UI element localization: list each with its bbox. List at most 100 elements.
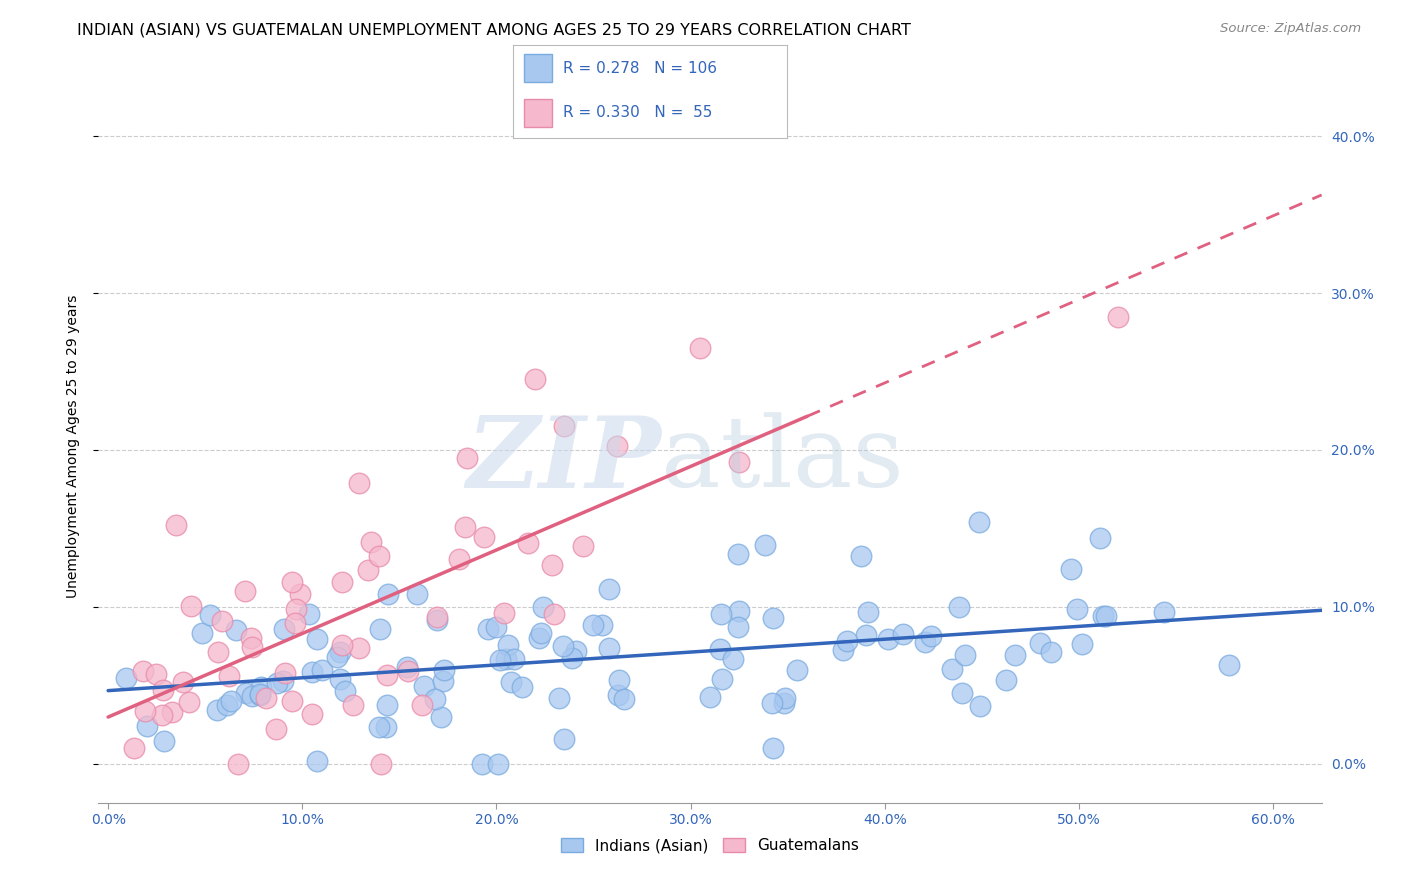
Point: [329, 672, 352, 686]
Point: [1091, 608, 1114, 623]
Text: INDIAN (ASIAN) VS GUATEMALAN UNEMPLOYMENT AMONG AGES 25 TO 29 YEARS CORRELATION : INDIAN (ASIAN) VS GUATEMALAN UNEMPLOYMEN…: [77, 22, 911, 37]
Point: [699, 690, 721, 705]
Point: [377, 587, 399, 601]
Point: [368, 720, 391, 734]
Point: [311, 663, 333, 677]
Point: [330, 574, 353, 589]
Point: [832, 643, 855, 657]
Point: [548, 690, 571, 705]
Point: [180, 599, 202, 614]
Point: [598, 640, 620, 655]
Point: [551, 639, 574, 653]
Point: [307, 632, 329, 647]
Point: [406, 587, 429, 601]
Point: [754, 538, 776, 552]
Point: [1153, 605, 1175, 619]
Point: [396, 660, 419, 674]
Point: [198, 608, 221, 623]
Point: [502, 651, 524, 665]
Point: [411, 698, 433, 713]
Point: [207, 644, 229, 658]
Point: [689, 341, 711, 355]
Point: [191, 626, 214, 640]
Point: [1004, 648, 1026, 662]
Point: [219, 694, 242, 708]
Bar: [524, 54, 551, 82]
Point: [710, 672, 733, 686]
Point: [172, 674, 194, 689]
Point: [498, 638, 520, 652]
Point: [342, 698, 364, 712]
Point: [233, 583, 256, 598]
Point: [426, 613, 449, 627]
Point: [591, 617, 613, 632]
Point: [240, 690, 263, 704]
Point: [273, 622, 295, 636]
Point: [494, 606, 516, 620]
Point: [432, 673, 454, 688]
Point: [375, 698, 398, 712]
Point: [786, 663, 808, 677]
Point: [360, 535, 382, 549]
Point: [134, 704, 156, 718]
Point: [374, 720, 396, 734]
Point: [425, 610, 447, 624]
Point: [571, 539, 593, 553]
Point: [211, 614, 233, 628]
Point: [727, 547, 749, 561]
Point: [613, 691, 636, 706]
Point: [305, 755, 328, 769]
Point: [967, 515, 990, 529]
Point: [271, 673, 294, 688]
Point: [1066, 602, 1088, 616]
Point: [524, 372, 547, 386]
Point: [948, 599, 970, 614]
Point: [709, 641, 731, 656]
Point: [855, 628, 877, 642]
Point: [891, 627, 914, 641]
Point: [1040, 645, 1063, 659]
Point: [177, 695, 200, 709]
Point: [285, 601, 308, 615]
Point: [333, 684, 356, 698]
Point: [288, 587, 311, 601]
Point: [529, 626, 551, 640]
Point: [1095, 609, 1118, 624]
Bar: [524, 99, 551, 127]
Point: [484, 620, 506, 634]
Point: [249, 688, 271, 702]
Point: [477, 622, 499, 636]
Point: [710, 607, 733, 622]
Point: [152, 682, 174, 697]
Point: [249, 687, 271, 701]
Point: [330, 638, 353, 652]
Point: [456, 450, 478, 465]
Point: [413, 679, 436, 693]
Point: [553, 419, 575, 434]
Point: [527, 631, 550, 645]
Point: [370, 756, 392, 771]
Point: [281, 575, 304, 590]
Point: [218, 669, 240, 683]
Point: [326, 649, 349, 664]
Point: [454, 520, 477, 534]
Point: [132, 665, 155, 679]
Point: [581, 618, 603, 632]
Text: atlas: atlas: [661, 412, 904, 508]
Point: [329, 644, 352, 658]
Point: [773, 696, 796, 710]
Point: [1029, 636, 1052, 650]
Point: [136, 719, 159, 733]
Point: [207, 702, 229, 716]
Point: [598, 582, 620, 597]
Point: [115, 671, 138, 685]
Point: [606, 439, 628, 453]
Point: [914, 635, 936, 649]
Point: [215, 698, 238, 712]
Point: [727, 619, 749, 633]
Point: [273, 666, 295, 681]
Point: [1088, 531, 1111, 545]
Point: [561, 651, 583, 665]
Point: [499, 675, 522, 690]
Point: [165, 518, 187, 533]
